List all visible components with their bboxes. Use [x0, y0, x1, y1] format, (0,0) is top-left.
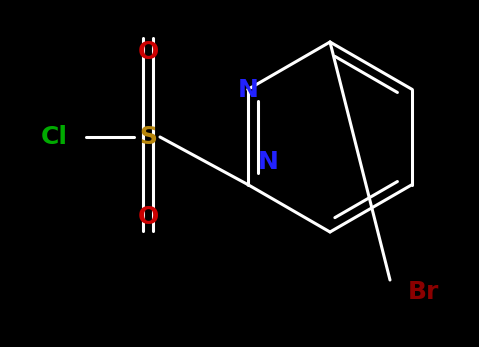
Text: O: O [137, 40, 159, 64]
Text: N: N [237, 77, 258, 102]
Text: Cl: Cl [41, 125, 68, 149]
Text: S: S [139, 125, 157, 149]
Text: O: O [137, 205, 159, 229]
Text: N: N [258, 150, 278, 174]
Text: Br: Br [408, 280, 439, 304]
